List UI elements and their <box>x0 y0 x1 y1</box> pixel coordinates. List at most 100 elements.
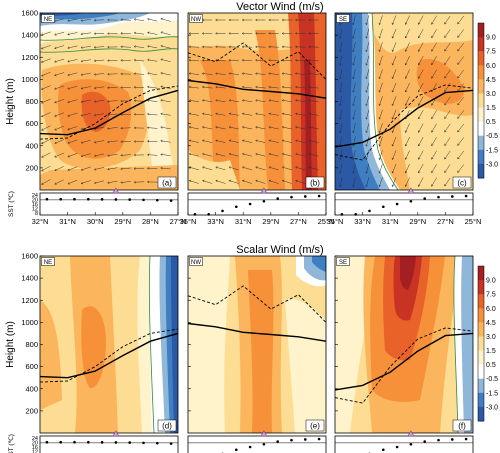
wind-vector-head <box>378 103 381 107</box>
wind-vector <box>94 100 105 102</box>
wind-vector-head <box>352 103 355 107</box>
wind-vector <box>147 154 158 156</box>
wind-vector-head <box>188 152 192 156</box>
wind-vector <box>366 82 370 93</box>
wind-vector <box>80 72 91 76</box>
wind-vector-head <box>67 60 70 63</box>
wind-vector-head <box>268 152 271 156</box>
wind-vector <box>242 153 253 157</box>
wind-vector <box>431 150 437 160</box>
panel-b-xtick-label: 31°N <box>235 217 252 226</box>
wind-vector <box>54 99 65 103</box>
wind-vector-head <box>40 46 44 50</box>
wind-vector <box>352 28 356 39</box>
wind-vector-head <box>339 90 342 93</box>
wind-vector-head <box>201 85 205 89</box>
wind-vector-head <box>308 85 311 89</box>
colorbar-swatch <box>478 121 484 137</box>
wind-vector <box>308 59 319 62</box>
panel-f-sst-point <box>423 440 427 443</box>
wind-vector <box>282 126 293 130</box>
wind-vector-head <box>418 116 421 120</box>
panel-c-xtick-label: 25°N <box>465 217 482 226</box>
wind-vector-head <box>241 126 245 129</box>
wind-vector <box>405 163 410 174</box>
wind-vector-head <box>54 87 57 90</box>
panel-f-solid-line <box>334 332 474 391</box>
wind-vector <box>242 100 253 102</box>
wind-vector <box>366 163 370 174</box>
wind-vector <box>457 137 464 146</box>
wind-vector-head <box>281 32 284 35</box>
wind-vector <box>379 96 383 106</box>
wind-vector <box>215 180 226 184</box>
panel-c-sst-point <box>437 195 440 199</box>
wind-vector-head <box>457 48 460 52</box>
wind-vector <box>229 166 239 171</box>
wind-vector-head <box>201 126 205 129</box>
wind-vector-head <box>431 157 434 160</box>
panel-d-solid-line <box>39 332 179 379</box>
wind-vector <box>54 112 65 117</box>
wind-vector <box>134 18 145 22</box>
wind-vector-head <box>404 76 408 79</box>
panel-f-label: (f) <box>458 422 466 431</box>
wind-vector <box>457 123 464 133</box>
wind-vector-head <box>146 85 150 89</box>
wind-vector <box>444 96 451 106</box>
wind-vector-head <box>418 62 421 66</box>
wind-vector <box>67 72 78 76</box>
wind-vector-head <box>215 152 218 156</box>
wind-vector-head <box>352 22 355 26</box>
chart-marks: NE20040060080010001200140016002420161283… <box>5 9 481 453</box>
wind-vector <box>134 86 145 89</box>
wind-vector-head <box>241 112 245 116</box>
wind-vector-head <box>40 60 44 63</box>
colorbar-swatch <box>478 336 484 352</box>
wind-vector-head <box>215 126 218 129</box>
wind-vector-head <box>54 128 57 131</box>
panel-e-field <box>188 256 326 433</box>
wind-vector <box>339 123 343 133</box>
wind-vector <box>431 15 437 25</box>
wind-vector-head <box>146 167 150 170</box>
wind-vector-head <box>215 45 218 49</box>
wind-vector-head <box>215 112 218 116</box>
wind-vector <box>405 136 410 147</box>
wind-vector <box>202 180 213 184</box>
wind-vector-head <box>255 126 258 129</box>
panel-f-tag: SE <box>339 260 347 266</box>
wind-vector-head <box>67 154 70 158</box>
wind-vector-head <box>201 72 205 75</box>
wind-vector-head <box>308 32 311 35</box>
colorbar-tick-label: 1.5 <box>486 105 496 112</box>
wind-vector <box>339 96 343 106</box>
wind-vector-head <box>188 99 192 102</box>
wind-vector <box>352 96 356 106</box>
wind-vector-head <box>80 181 84 185</box>
wind-vector-head <box>188 58 191 62</box>
panel-e-solid-line <box>187 322 327 342</box>
panel-f-sst-point <box>437 438 440 442</box>
wind-vector-head <box>281 112 285 116</box>
colorbar-tick-label: 4.5 <box>486 77 496 84</box>
wind-vector-head <box>107 45 110 49</box>
wind-vector-head <box>352 171 355 174</box>
wind-vector <box>189 126 199 130</box>
wind-vector-head <box>255 179 258 183</box>
wind-vector <box>54 152 64 158</box>
panel-d-marker <box>112 430 120 437</box>
wind-vector <box>147 45 158 49</box>
wind-vector-head <box>241 99 245 102</box>
wind-vector-head <box>147 45 150 48</box>
wind-vector <box>392 96 397 106</box>
panel-d-ytick-label: 400 <box>25 384 38 393</box>
wind-vector <box>268 113 279 116</box>
panel-b-sst-point <box>235 205 238 209</box>
wind-vector-head <box>93 154 97 157</box>
wind-vector-head <box>431 130 434 133</box>
wind-vector-head <box>268 85 271 89</box>
colorbar-swatch <box>478 135 484 151</box>
wind-vector-head <box>444 116 447 119</box>
wind-vector <box>41 98 51 104</box>
